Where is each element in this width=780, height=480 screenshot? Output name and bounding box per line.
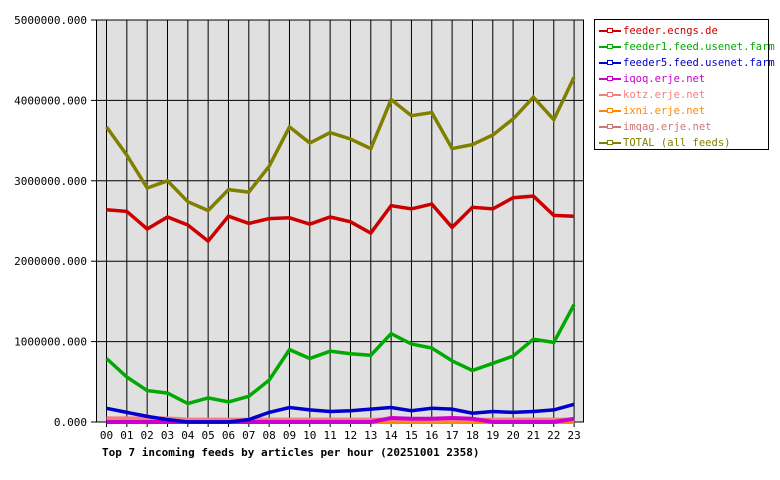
legend-item: imqag.erje.net bbox=[599, 119, 712, 134]
x-tick-label: 02 bbox=[141, 429, 154, 442]
y-tick-label: 4000000.000 bbox=[14, 94, 87, 107]
legend-item: iqoq.erje.net bbox=[599, 71, 705, 86]
x-tick-label: 06 bbox=[222, 429, 235, 442]
line-marker-icon bbox=[599, 90, 621, 100]
x-tick-label: 09 bbox=[283, 429, 296, 442]
series-line bbox=[105, 76, 576, 213]
series-line bbox=[106, 416, 575, 422]
y-axis: 0.000 1000000.000 2000000.000 3000000.000 40… bbox=[14, 14, 97, 429]
line-marker-icon bbox=[599, 106, 621, 116]
x-axis: 00 01 02 03 04 05 06 07 08 09 10 11 12 13 14 15 16 17 18 19… bbox=[100, 422, 581, 442]
legend-label: iqoq.erje.net bbox=[623, 72, 706, 85]
x-tick-label: 19 bbox=[486, 429, 499, 442]
series-line bbox=[106, 402, 575, 424]
x-tick-label: 16 bbox=[425, 429, 438, 442]
y-tick-label: 0.000 bbox=[54, 416, 87, 429]
line-marker-icon bbox=[599, 58, 621, 68]
legend-label: ixni.erje.net bbox=[623, 104, 706, 117]
x-tick-label: 11 bbox=[324, 429, 337, 442]
x-tick-label: 04 bbox=[181, 429, 195, 442]
x-tick-label: 17 bbox=[445, 429, 458, 442]
y-tick-label: 1000000.000 bbox=[14, 336, 87, 349]
legend-item: ixni.erje.net bbox=[599, 103, 705, 118]
line-marker-icon bbox=[599, 122, 621, 132]
line-marker-icon bbox=[599, 138, 621, 148]
line-marker-icon bbox=[599, 74, 621, 84]
legend-item: feeder.ecngs.de bbox=[599, 23, 718, 38]
legend-item: TOTAL (all feeds) bbox=[599, 135, 730, 150]
x-tick-label: 08 bbox=[263, 429, 276, 442]
chart-title: Top 7 incoming feeds by articles per hou… bbox=[102, 446, 480, 459]
x-tick-label: 22 bbox=[547, 429, 560, 442]
legend-item: kotz.erje.net bbox=[599, 87, 705, 102]
y-tick-label: 3000000.000 bbox=[14, 175, 87, 188]
line-marker-icon bbox=[599, 42, 621, 52]
legend-label: imqag.erje.net bbox=[623, 120, 712, 133]
x-tick-label: 10 bbox=[303, 429, 316, 442]
series-lines bbox=[105, 76, 576, 424]
x-tick-label: 07 bbox=[242, 429, 255, 442]
x-tick-label: 18 bbox=[466, 429, 479, 442]
x-tick-label: 13 bbox=[364, 429, 377, 442]
x-tick-label: 01 bbox=[120, 429, 133, 442]
legend-label: TOTAL (all feeds) bbox=[623, 136, 731, 149]
legend-item: feeder1.feed.usenet.farm bbox=[599, 39, 775, 54]
legend: feeder.ecngs.de feeder1.feed.usenet.farm… bbox=[594, 19, 775, 150]
x-tick-label: 14 bbox=[384, 429, 398, 442]
legend-item: feeder5.feed.usenet.farm bbox=[599, 55, 775, 70]
x-tick-label: 00 bbox=[100, 429, 113, 442]
legend-label: feeder5.feed.usenet.farm bbox=[623, 56, 775, 69]
x-tick-label: 15 bbox=[405, 429, 418, 442]
series-line bbox=[106, 194, 575, 244]
line-marker-icon bbox=[599, 26, 621, 36]
y-tick-label: 5000000.000 bbox=[14, 14, 87, 27]
x-tick-label: 12 bbox=[344, 429, 357, 442]
legend-label: feeder1.feed.usenet.farm bbox=[623, 40, 775, 53]
legend-label: kotz.erje.net bbox=[623, 88, 706, 101]
x-tick-label: 23 bbox=[567, 429, 580, 442]
legend-label: feeder.ecngs.de bbox=[623, 24, 718, 37]
y-tick-label: 2000000.000 bbox=[14, 255, 87, 268]
x-tick-label: 20 bbox=[506, 429, 519, 442]
x-tick-label: 05 bbox=[202, 429, 215, 442]
x-tick-label: 21 bbox=[527, 429, 540, 442]
series-line bbox=[105, 303, 576, 406]
x-tick-label: 03 bbox=[161, 429, 174, 442]
